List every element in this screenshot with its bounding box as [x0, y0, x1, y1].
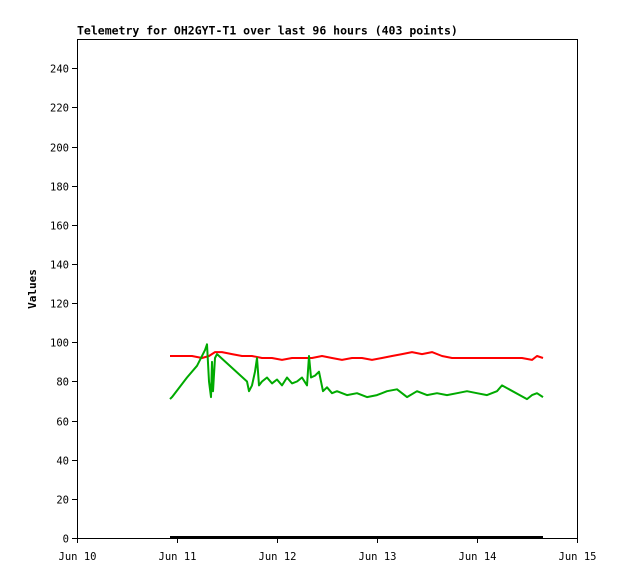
y-tick-label: 240 [50, 64, 69, 76]
y-tick-label: 120 [50, 299, 69, 311]
chart-title: Telemetry for OH2GYT-T1 over last 96 hou… [77, 24, 458, 38]
x-tick-label: Jun 12 [259, 551, 297, 563]
y-tick-label: 160 [50, 221, 69, 233]
y-tick-label: 140 [50, 260, 69, 272]
y-axis: 0 20 40 60 80 100 120 140 160 180 200 220 240 [50, 64, 77, 546]
plot-frame [77, 39, 578, 539]
x-tick-label: Jun 15 [559, 551, 597, 563]
y-tick-label: 20 [56, 495, 69, 507]
y-tick-label: 80 [56, 377, 69, 389]
y-tick-label: 40 [56, 456, 69, 468]
x-tick-label: Jun 14 [459, 551, 497, 563]
series-line-1 [170, 351, 544, 361]
y-tick-label: 100 [50, 338, 69, 350]
y-tick-label: 220 [50, 103, 69, 115]
x-axis: Jun 10 Jun 11 Jun 12 Jun 13 Jun 14 Jun 15 [59, 538, 597, 563]
series-group [169, 343, 544, 538]
x-tick-label: Jun 11 [159, 551, 197, 563]
series-line-2 [169, 343, 544, 401]
y-tick-label: 60 [56, 417, 69, 429]
y-tick-label: 200 [50, 143, 69, 155]
x-tick-label: Jun 10 [59, 551, 97, 563]
y-tick-label: 180 [50, 182, 69, 194]
x-tick-label: Jun 13 [359, 551, 397, 563]
y-tick-label: 0 [63, 534, 69, 546]
y-axis-label: Values [26, 269, 39, 309]
